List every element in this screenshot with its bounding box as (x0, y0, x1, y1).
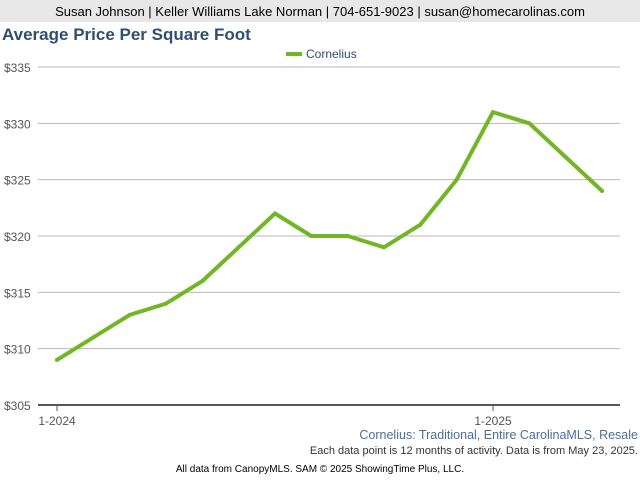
y-tick-label: $305 (4, 399, 31, 413)
legend: Cornelius (286, 47, 357, 61)
line-chart: $305$310$315$320$325$330$335 1-2024 1-202… (4, 47, 620, 428)
series-layer (55, 110, 604, 362)
y-tick-label: $320 (4, 230, 31, 244)
data-point (55, 357, 59, 362)
data-info-note: Each data point is 12 months of activity… (309, 445, 638, 457)
data-point (563, 155, 568, 160)
data-point (200, 279, 205, 284)
data-point (382, 245, 386, 250)
y-tick-label: $325 (4, 174, 31, 188)
chart-subtitle: Cornelius: Traditional, Entire CarolinaM… (359, 428, 638, 442)
footer-credits: All data from CanopyMLS. SAM © 2025 Show… (175, 464, 465, 475)
data-point (418, 222, 423, 227)
series-line-cornelius (55, 110, 604, 362)
y-tick-label: $315 (4, 286, 31, 300)
data-point (454, 177, 459, 182)
y-tick-label: $330 (4, 117, 31, 131)
data-point (273, 211, 277, 216)
x-tick-label: 1-2024 (38, 414, 76, 428)
header-bar: Susan Johnson | Keller Williams Lake Nor… (0, 0, 640, 22)
y-tick-label: $310 (4, 343, 31, 357)
legend-label: Cornelius (306, 47, 357, 61)
x-tick-label: 1-2025 (474, 414, 512, 428)
contact-info: Susan Johnson | Keller Williams Lake Nor… (55, 3, 585, 19)
data-point (527, 121, 532, 126)
data-point (236, 245, 241, 250)
grid-lines (38, 66, 620, 350)
data-point (309, 234, 314, 238)
y-tick-label: $335 (4, 61, 31, 75)
chart-title: Average Price Per Square Foot (2, 25, 251, 44)
y-axis: $305 $310 $315 $320 $325 $330 $335 (4, 61, 31, 413)
data-point (127, 312, 132, 317)
data-point (164, 301, 168, 306)
x-axis: 1-2024 1-2025 (38, 404, 620, 428)
data-point (600, 188, 604, 193)
data-point (345, 234, 350, 238)
data-point (91, 335, 96, 340)
data-point (491, 110, 495, 115)
